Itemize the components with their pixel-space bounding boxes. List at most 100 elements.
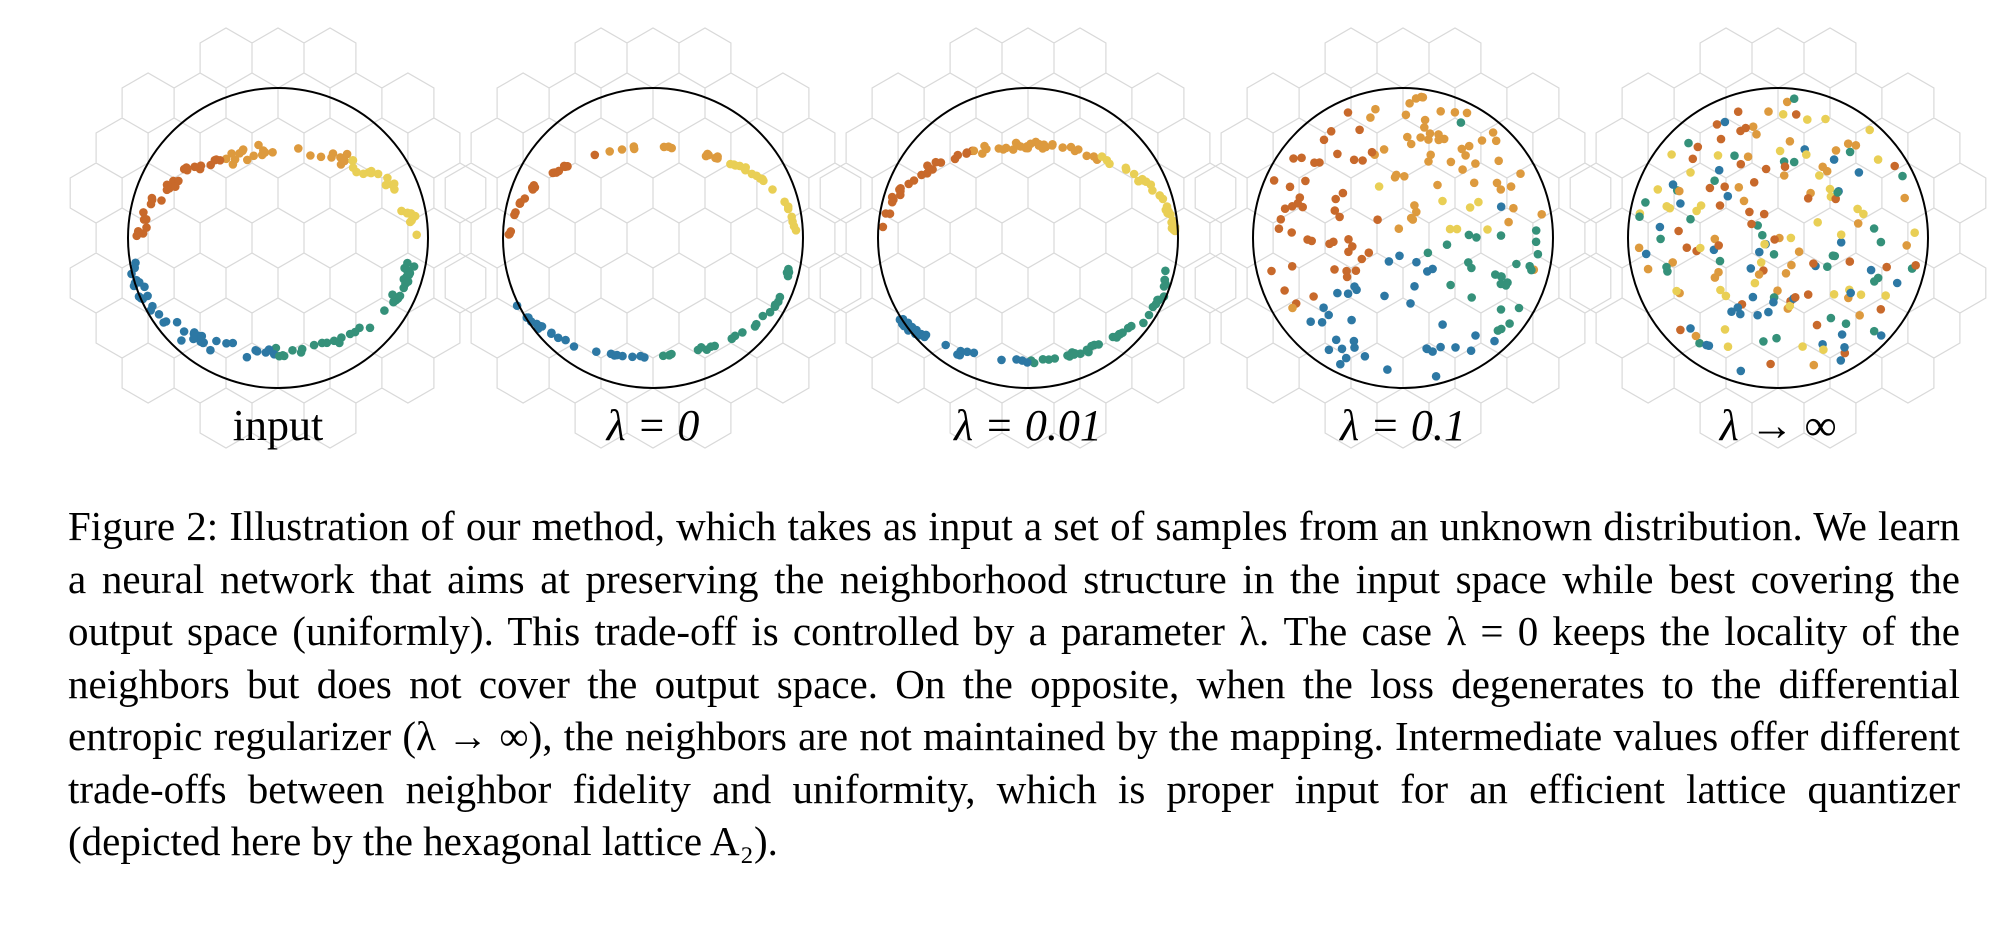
sample-point <box>1759 337 1768 346</box>
sample-point <box>1330 206 1340 215</box>
sample-point <box>1297 153 1306 163</box>
sample-point <box>1750 278 1760 288</box>
sample-point <box>171 182 180 191</box>
sample-point <box>1144 310 1154 320</box>
sample-point <box>1791 110 1801 119</box>
sample-point <box>1730 151 1739 160</box>
sample-point <box>1161 266 1170 276</box>
sample-point <box>1394 224 1404 233</box>
sample-point <box>1653 185 1663 194</box>
sample-point <box>1301 176 1310 186</box>
sample-point <box>1836 230 1846 239</box>
sample-point <box>1436 342 1445 352</box>
sample-point <box>1803 194 1813 203</box>
sample-point <box>1754 270 1764 279</box>
sample-point <box>1428 264 1437 274</box>
sample-point <box>309 340 319 350</box>
sample-point <box>1831 146 1841 155</box>
sample-point <box>788 217 797 226</box>
sample-point <box>139 208 148 217</box>
sample-point <box>254 140 263 150</box>
sample-point <box>1505 319 1514 328</box>
sample-point <box>1287 228 1296 237</box>
sample-point <box>1349 336 1359 346</box>
sample-point <box>1417 92 1426 102</box>
sample-point <box>294 144 303 153</box>
sample-point <box>506 227 516 236</box>
sample-point <box>1026 139 1035 149</box>
sample-point <box>1280 286 1289 295</box>
sample-point <box>1303 235 1312 244</box>
sample-point <box>1341 353 1351 363</box>
sample-point <box>1456 118 1466 127</box>
sample-point <box>1812 320 1822 330</box>
sample-point <box>1410 201 1419 210</box>
sample-point <box>1121 163 1131 173</box>
sample-point <box>1892 278 1902 288</box>
sample-point <box>1716 285 1725 295</box>
panel-label-lambda-0.01-text: λ = 0.01 <box>954 401 1102 450</box>
sample-point <box>1325 239 1334 249</box>
sample-point <box>1840 343 1849 352</box>
sample-point <box>1337 344 1347 354</box>
sample-point <box>1464 230 1474 240</box>
sample-point <box>1373 215 1382 224</box>
sample-point <box>327 153 336 162</box>
sample-point <box>1829 290 1839 299</box>
sample-point <box>1351 266 1361 276</box>
sample-point <box>920 332 929 342</box>
sample-point <box>1756 258 1766 267</box>
sample-point <box>1360 352 1370 361</box>
sample-point <box>1802 150 1811 159</box>
hexagonal-lattice <box>444 27 862 449</box>
sample-point <box>199 338 208 347</box>
sample-point <box>1733 303 1743 312</box>
sample-point <box>1401 110 1411 120</box>
sample-point <box>1813 218 1822 227</box>
sample-point <box>1082 345 1092 355</box>
sample-point <box>774 297 783 307</box>
sample-point <box>1714 241 1723 250</box>
sample-point <box>1869 326 1879 336</box>
sample-point <box>1139 318 1148 328</box>
sample-point <box>1333 149 1342 159</box>
sample-point <box>1753 310 1762 320</box>
sample-point <box>1723 342 1733 352</box>
sample-point <box>1483 225 1492 234</box>
sample-point <box>1436 107 1445 116</box>
sample-point <box>520 194 530 203</box>
sample-point <box>142 215 151 224</box>
sample-point <box>1748 122 1758 131</box>
sample-point <box>612 350 622 360</box>
sample-point <box>1306 317 1315 327</box>
sample-point <box>1823 262 1832 272</box>
sample-point <box>1094 340 1103 349</box>
sample-point <box>1910 228 1919 237</box>
sample-point <box>617 145 627 154</box>
sample-point <box>1537 210 1546 219</box>
sample-point <box>1160 275 1169 285</box>
sample-point <box>1163 208 1172 218</box>
sample-point <box>389 297 399 306</box>
sample-point <box>1058 143 1067 152</box>
sample-point <box>1288 303 1297 313</box>
sample-point <box>1467 263 1476 273</box>
sample-point <box>1809 259 1818 268</box>
boundary-circle <box>877 87 1179 389</box>
sample-point <box>1739 196 1749 206</box>
sample-point <box>1720 117 1730 127</box>
sample-point <box>1151 299 1161 309</box>
sample-point <box>1392 170 1401 180</box>
sample-point <box>553 333 563 343</box>
sample-point <box>1682 243 1692 252</box>
sample-point <box>1736 309 1745 319</box>
sample-point <box>1721 291 1731 301</box>
sample-point <box>1350 282 1359 291</box>
sample-point <box>1426 150 1435 160</box>
sample-point <box>1675 186 1684 196</box>
sample-point <box>1686 214 1695 224</box>
sample-point <box>1656 234 1665 244</box>
sample-point <box>1412 257 1421 267</box>
sample-point <box>758 311 768 321</box>
sample-point <box>1716 134 1726 144</box>
